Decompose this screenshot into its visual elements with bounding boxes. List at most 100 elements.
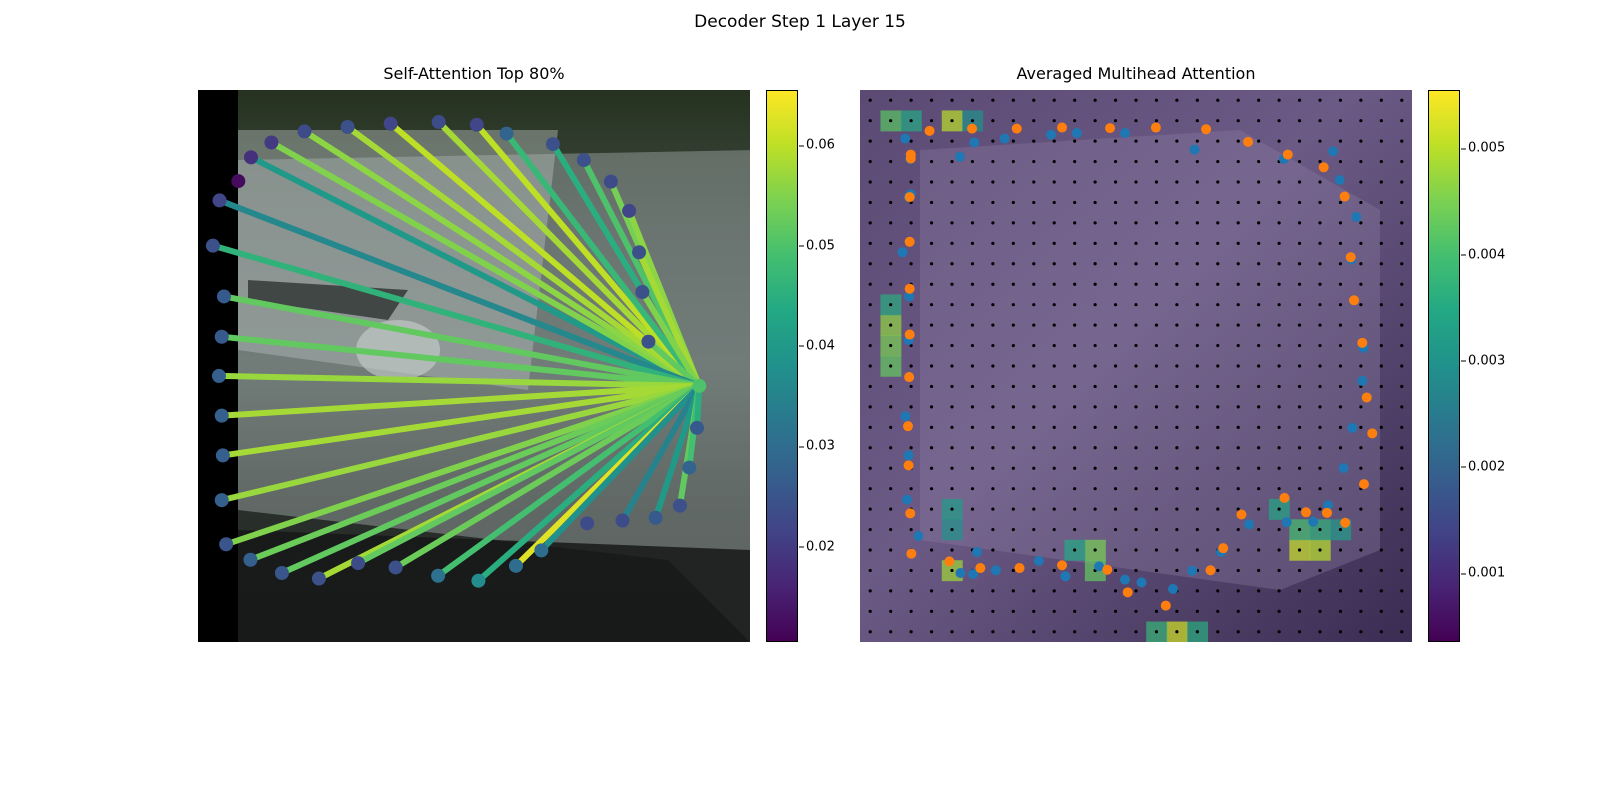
grid-dot xyxy=(889,487,893,491)
attention-edge xyxy=(694,385,703,428)
grid-dot xyxy=(1216,384,1220,389)
grid-dot xyxy=(1400,548,1404,552)
grid-dot xyxy=(1011,630,1015,634)
grid-dot xyxy=(950,487,954,491)
grid-dot xyxy=(868,200,872,205)
grid-dot xyxy=(868,343,872,348)
grid-dot xyxy=(1379,241,1383,245)
grid-dot xyxy=(1113,405,1118,409)
grid-dot xyxy=(1093,527,1097,532)
orange-series-point xyxy=(1243,136,1254,147)
grid-dot xyxy=(1277,630,1281,634)
grid-dot xyxy=(1318,487,1322,491)
grid-dot xyxy=(1134,241,1138,245)
grid-dot xyxy=(1011,548,1015,552)
grid-dot xyxy=(950,364,954,368)
grid-dot xyxy=(970,221,975,225)
blue-series-point xyxy=(1351,211,1362,222)
blue-series-point xyxy=(955,568,966,578)
grid-dot xyxy=(1216,487,1220,491)
grid-dot xyxy=(970,282,975,286)
grid-dot xyxy=(1195,139,1199,143)
grid-dot xyxy=(868,446,872,450)
grid-dot xyxy=(950,119,954,123)
grid-dot xyxy=(929,548,934,552)
attention-edge xyxy=(221,382,700,419)
grid-dot xyxy=(1195,507,1199,511)
grid-dot xyxy=(1338,425,1343,429)
attention-edge xyxy=(345,124,701,389)
grid-dot xyxy=(929,241,934,245)
orange-series-point xyxy=(1057,122,1068,133)
grid-dot xyxy=(868,364,872,368)
grid-dot xyxy=(1297,568,1302,573)
grid-dot xyxy=(1011,303,1015,307)
grid-dot xyxy=(970,589,975,593)
left-colorbar-tick: 0.03 xyxy=(799,438,835,454)
grid-dot xyxy=(1257,221,1261,225)
grid-dot xyxy=(991,364,995,368)
grid-dot xyxy=(1359,527,1363,532)
grid-dot xyxy=(1073,241,1077,245)
grid-dot xyxy=(1052,139,1056,143)
grid-dot xyxy=(970,446,975,450)
grid-dot xyxy=(889,323,893,327)
grid-dot xyxy=(1338,507,1343,511)
grid-dot xyxy=(909,323,913,327)
grid-dot xyxy=(1032,466,1036,470)
grid-dot xyxy=(1318,343,1322,348)
grid-dot xyxy=(1052,609,1056,613)
grid-dot xyxy=(1338,487,1343,491)
grid-dot xyxy=(1052,119,1056,123)
grid-dot xyxy=(1093,630,1097,634)
grid-dot xyxy=(950,200,954,205)
grid-dot xyxy=(1175,425,1179,429)
grid-dot xyxy=(1318,303,1322,307)
grid-dot xyxy=(1379,139,1383,143)
attention-node xyxy=(545,137,560,152)
grid-dot xyxy=(1318,507,1322,511)
grid-dot xyxy=(970,630,975,634)
grid-dot xyxy=(889,609,893,613)
grid-dot xyxy=(1195,119,1199,123)
grid-dot xyxy=(929,630,934,634)
grid-dot xyxy=(868,159,872,164)
grid-dot xyxy=(1011,221,1015,225)
attention-node xyxy=(635,285,650,300)
grid-dot xyxy=(1236,589,1240,593)
grid-dot xyxy=(1195,630,1199,634)
grid-dot xyxy=(1297,98,1302,102)
grid-dot xyxy=(1216,241,1220,245)
grid-dot xyxy=(1052,405,1056,409)
grid-dot xyxy=(868,405,872,409)
grid-dot xyxy=(1032,180,1036,184)
grid-dot xyxy=(1032,405,1036,409)
grid-dot xyxy=(1236,527,1240,532)
grid-dot xyxy=(1113,589,1118,593)
grid-dot xyxy=(950,180,954,184)
grid-dot xyxy=(1379,180,1383,184)
grid-dot xyxy=(1093,384,1097,389)
grid-dot xyxy=(1257,487,1261,491)
grid-dot xyxy=(991,139,995,143)
orange-series-point xyxy=(1340,517,1351,528)
grid-dot xyxy=(1195,241,1199,245)
grid-dot xyxy=(1338,405,1343,409)
blue-series-point xyxy=(1308,516,1319,527)
blue-series-point xyxy=(901,494,912,505)
grid-dot xyxy=(1359,405,1363,409)
grid-dot xyxy=(1297,527,1302,532)
grid-dot xyxy=(1359,609,1363,613)
attention-node xyxy=(274,566,289,580)
grid-dot xyxy=(1093,119,1097,123)
left-colorbar-tick: 0.06 xyxy=(799,137,835,153)
grid-dot xyxy=(1359,568,1363,573)
grid-dot xyxy=(1011,119,1015,123)
attention-edge xyxy=(212,242,701,389)
grid-dot xyxy=(950,609,954,613)
grid-dot xyxy=(1236,405,1240,409)
grid-dot xyxy=(1318,568,1322,573)
grid-dot xyxy=(1318,548,1322,552)
grid-dot xyxy=(1400,527,1404,532)
grid-dot xyxy=(1400,282,1404,286)
